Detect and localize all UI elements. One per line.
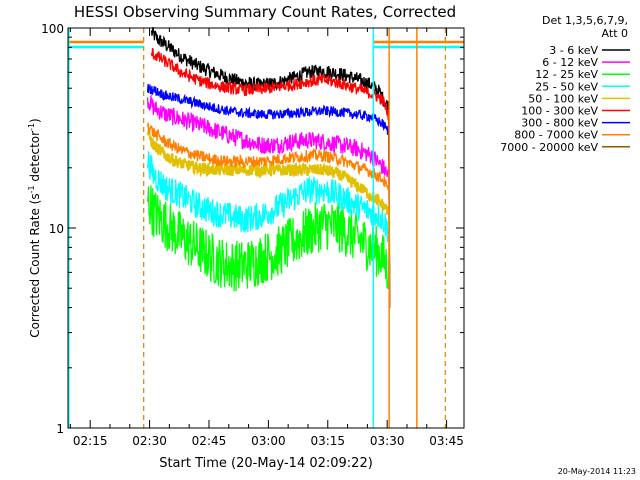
footer-timestamp: 20-May-2014 11:23: [558, 467, 636, 476]
legend-label-3: 25 - 50 keV: [535, 80, 598, 93]
y-axis-label-sup1: -1: [27, 185, 36, 193]
x-tick-label-6: 03:45: [429, 434, 464, 448]
y-axis-label-main: Corrected Count Rate (s: [28, 193, 42, 337]
legend-label-6: 300 - 800 keV: [521, 117, 598, 130]
legend-label-0: 3 - 6 keV: [549, 44, 598, 57]
legend-label-4: 50 - 100 keV: [528, 92, 598, 105]
chart-title: HESSI Observing Summary Count Rates, Cor…: [74, 3, 456, 21]
y-axis-label-end: ): [28, 118, 42, 123]
legend-header-line-1: Det 1,3,5,6,7,9,: [542, 14, 628, 27]
x-tick-label-1: 02:30: [132, 434, 167, 448]
y-axis-label-mid: detector: [28, 131, 42, 186]
attenuator-markers: [68, 28, 464, 428]
y-axis-label-sup2: -1: [27, 123, 36, 131]
y-tick-label-1: 10: [49, 222, 64, 236]
x-tick-label-5: 03:30: [370, 434, 405, 448]
x-tick-label-3: 03:00: [251, 434, 286, 448]
x-tick-label-2: 02:45: [192, 434, 227, 448]
y-axis: 1 10 100: [41, 22, 464, 436]
series-line-1: [146, 95, 391, 308]
series-group: [146, 27, 391, 308]
x-tick-label-0: 02:15: [73, 434, 108, 448]
series-line-4: [146, 129, 391, 308]
series-line-5: [150, 47, 391, 308]
legend-label-1: 6 - 12 keV: [542, 56, 598, 69]
x-axis: 02:15 02:30 02:45 03:00 03:15 03:30 03:45: [69, 28, 464, 448]
series-line-0: [150, 27, 391, 308]
y-tick-label-0: 1: [56, 422, 64, 436]
series-line-2: [146, 185, 391, 308]
legend-label-5: 100 - 300 keV: [521, 105, 598, 118]
legend-label-8: 7000 - 20000 keV: [500, 141, 598, 154]
legend-label-7: 800 - 7000 keV: [514, 129, 598, 142]
series-line-7: [146, 122, 391, 308]
y-tick-label-2: 100: [41, 22, 64, 36]
series-line-6: [146, 83, 391, 308]
x-axis-label: Start Time (20-May-14 02:09:22): [159, 456, 373, 471]
legend-header-line-2: Att 0: [602, 27, 628, 40]
x-tick-label-4: 03:15: [310, 434, 345, 448]
legend-label-2: 12 - 25 keV: [535, 68, 598, 81]
series-line-3: [146, 151, 391, 308]
y-axis-label: Corrected Count Rate (s-1 detector-1): [27, 118, 42, 337]
